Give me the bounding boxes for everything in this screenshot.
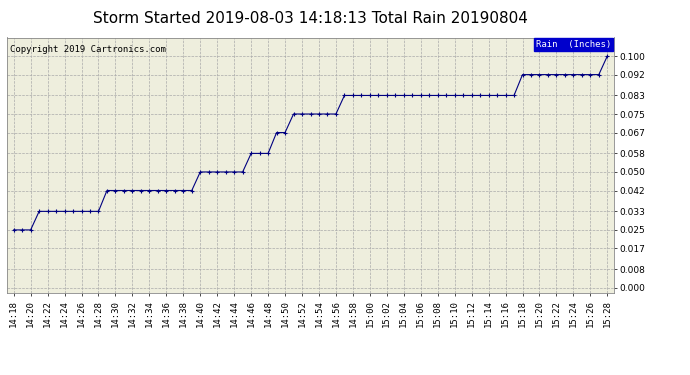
Text: Rain  (Inches): Rain (Inches): [536, 40, 611, 49]
Text: Storm Started 2019-08-03 14:18:13 Total Rain 20190804: Storm Started 2019-08-03 14:18:13 Total …: [93, 11, 528, 26]
Text: Copyright 2019 Cartronics.com: Copyright 2019 Cartronics.com: [10, 45, 166, 54]
